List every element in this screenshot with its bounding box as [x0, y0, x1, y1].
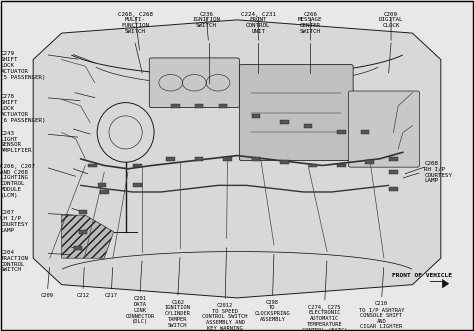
FancyBboxPatch shape — [195, 157, 203, 161]
FancyBboxPatch shape — [74, 246, 82, 250]
Text: C279
SHIFT
LOCK
ACTUATOR
(5 PASSENGER): C279 SHIFT LOCK ACTUATOR (5 PASSENGER) — [0, 51, 46, 79]
FancyBboxPatch shape — [88, 164, 97, 167]
Text: C209
DIGITAL
CLOCK: C209 DIGITAL CLOCK — [379, 12, 403, 28]
FancyBboxPatch shape — [100, 190, 109, 194]
FancyBboxPatch shape — [304, 124, 312, 128]
FancyBboxPatch shape — [389, 157, 398, 161]
Text: C2012
TO SPEED
CONTROL SWITCH
ASSEMBLY AND
KEY WARNING
SWITCH: C2012 TO SPEED CONTROL SWITCH ASSEMBLY A… — [202, 303, 248, 331]
Text: C298
TO
CLOCKSPRING
ASSEMBLY: C298 TO CLOCKSPRING ASSEMBLY — [255, 300, 291, 322]
FancyBboxPatch shape — [337, 164, 346, 167]
FancyBboxPatch shape — [252, 157, 260, 161]
FancyBboxPatch shape — [171, 104, 180, 108]
Text: C266
MESSAGE
CENTER
SWITCH: C266 MESSAGE CENTER SWITCH — [298, 12, 323, 34]
FancyBboxPatch shape — [219, 104, 227, 108]
Text: C201
DATA
LINK
CONNECTOR
(DLC): C201 DATA LINK CONNECTOR (DLC) — [125, 296, 155, 324]
Text: C236
IGNITION
SWITCH: C236 IGNITION SWITCH — [192, 12, 220, 28]
Text: C274, C275
ELECTRONIC
AUTOMATIC
TEMPERATURE
CONTROL (EATC)
MODULE: C274, C275 ELECTRONIC AUTOMATIC TEMPERAT… — [302, 305, 347, 331]
FancyBboxPatch shape — [98, 183, 106, 187]
FancyBboxPatch shape — [280, 160, 289, 164]
FancyBboxPatch shape — [133, 183, 142, 187]
Text: C243
LIGHT
SENSOR
AMPLIFIER: C243 LIGHT SENSOR AMPLIFIER — [0, 131, 32, 153]
FancyBboxPatch shape — [252, 114, 260, 118]
Text: C210
TO I/P ASHTRAY
CONSOLE SHIFT
AND
CIGAR LIGHTER: C210 TO I/P ASHTRAY CONSOLE SHIFT AND CI… — [359, 301, 404, 329]
FancyBboxPatch shape — [389, 170, 398, 174]
Polygon shape — [430, 279, 449, 288]
FancyBboxPatch shape — [389, 187, 398, 191]
FancyBboxPatch shape — [223, 157, 232, 161]
FancyBboxPatch shape — [337, 130, 346, 134]
Polygon shape — [62, 215, 114, 258]
Text: C162
IGNITION
CYLINDER
TAMPER
SWITCH: C162 IGNITION CYLINDER TAMPER SWITCH — [165, 300, 191, 328]
FancyBboxPatch shape — [239, 65, 353, 161]
Text: C204
TRACTION
CONTROL
SWITCH: C204 TRACTION CONTROL SWITCH — [0, 250, 28, 272]
Text: FRONT OF VEHICLE: FRONT OF VEHICLE — [392, 273, 452, 278]
Text: C278
SHIFT
LOCK
ACTUATOR
(6 PASSENGER): C278 SHIFT LOCK ACTUATOR (6 PASSENGER) — [0, 94, 46, 122]
FancyBboxPatch shape — [79, 230, 87, 234]
Text: C209: C209 — [41, 293, 54, 298]
FancyBboxPatch shape — [79, 210, 87, 214]
Text: C208
RH I/P
COURTESY
LAMP: C208 RH I/P COURTESY LAMP — [424, 161, 452, 183]
FancyBboxPatch shape — [348, 91, 419, 167]
Text: C212: C212 — [76, 293, 90, 298]
FancyBboxPatch shape — [280, 120, 289, 124]
FancyBboxPatch shape — [166, 157, 175, 161]
Text: C224, C231
FRONT
CONTROL
UNIT: C224, C231 FRONT CONTROL UNIT — [241, 12, 276, 34]
FancyBboxPatch shape — [195, 104, 203, 108]
Text: C268, C268
MULTI-
FUNCTION
SWITCH: C268, C268 MULTI- FUNCTION SWITCH — [118, 12, 153, 34]
Text: C217: C217 — [105, 293, 118, 298]
FancyBboxPatch shape — [361, 130, 369, 134]
Text: C206, C207
AND C208
LIGHTING
CONTROL
MODULE
(LCM): C206, C207 AND C208 LIGHTING CONTROL MOD… — [0, 164, 36, 198]
FancyBboxPatch shape — [365, 160, 374, 164]
FancyBboxPatch shape — [309, 164, 317, 167]
FancyBboxPatch shape — [133, 164, 142, 167]
Polygon shape — [33, 20, 441, 298]
FancyBboxPatch shape — [149, 58, 239, 108]
Text: C207
LH I/P
COURTESY
LAMP: C207 LH I/P COURTESY LAMP — [0, 210, 28, 233]
